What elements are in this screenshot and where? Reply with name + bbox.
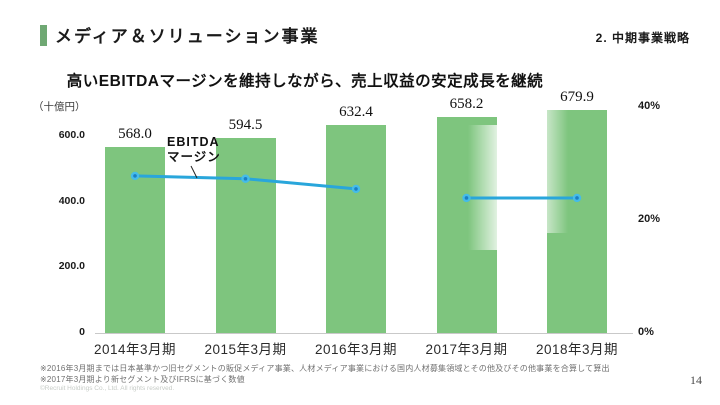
left-axis-tick: 0 (79, 326, 85, 338)
white-smudge-artifact (468, 125, 500, 250)
bar-value-label: 658.2 (449, 95, 484, 112)
x-axis-label: 2017年3月期 (425, 342, 508, 357)
left-axis-tick: 400.0 (58, 194, 85, 207)
title-accent-bar (40, 25, 47, 46)
x-axis-label: 2018年3月期 (535, 342, 619, 357)
bar-2014年3月期 (105, 146, 165, 333)
ebitda-margin-label: EBITDA マージン (167, 135, 221, 165)
ebitda-margin-label-line1: EBITDA (167, 135, 220, 149)
page-title: メディア＆ソリューション事業 (55, 27, 320, 46)
bar-2015年3月期 (215, 137, 276, 333)
footnote-1: ※2016年3月期までは日本基準かつ旧セグメントの販促メディア事業、人材メディア… (40, 364, 610, 373)
right-axis-tick: 40% (638, 100, 661, 112)
left-axis-unit-label: （十億円） (33, 102, 86, 113)
x-axis-line (95, 333, 633, 334)
section-label: 2. 中期事業戦略 (595, 31, 690, 45)
footnotes: ※2016年3月期までは日本基準かつ旧セグメントの販促メディア事業、人材メディア… (40, 364, 610, 385)
bar-value-label: 568.0 (118, 125, 152, 142)
page-number: 14 (690, 373, 702, 387)
x-axis-label: 2015年3月期 (204, 342, 287, 357)
bar-value-label: 594.5 (228, 116, 263, 133)
left-axis-tick: 600.0 (58, 129, 85, 141)
x-axis-label: 2016年3月期 (314, 342, 398, 357)
x-axis-label: 2014年3月期 (93, 342, 177, 357)
white-smudge-artifact (542, 108, 568, 233)
footnote-2: ※2017年3月期より新セグメント及びIFRSに基づく数値 (40, 374, 245, 384)
chart-headline: 高いEBITDAマージンを維持しながら、売上収益の安定成長を継続 (66, 73, 544, 90)
left-axis-tick: 200.0 (58, 260, 85, 273)
bar-2016年3月期 (326, 125, 386, 333)
ebitda-margin-label-line2: マージン (167, 150, 221, 164)
bar-value-label: 632.4 (339, 104, 373, 121)
right-axis-tick: 20% (638, 213, 661, 225)
copyright-text: ©Recruit Holdings Co., Ltd. All rights r… (40, 385, 175, 392)
right-axis-tick: 0% (638, 326, 654, 338)
annotation-callout-line (190, 165, 198, 179)
bar-value-label: 679.9 (560, 88, 594, 105)
